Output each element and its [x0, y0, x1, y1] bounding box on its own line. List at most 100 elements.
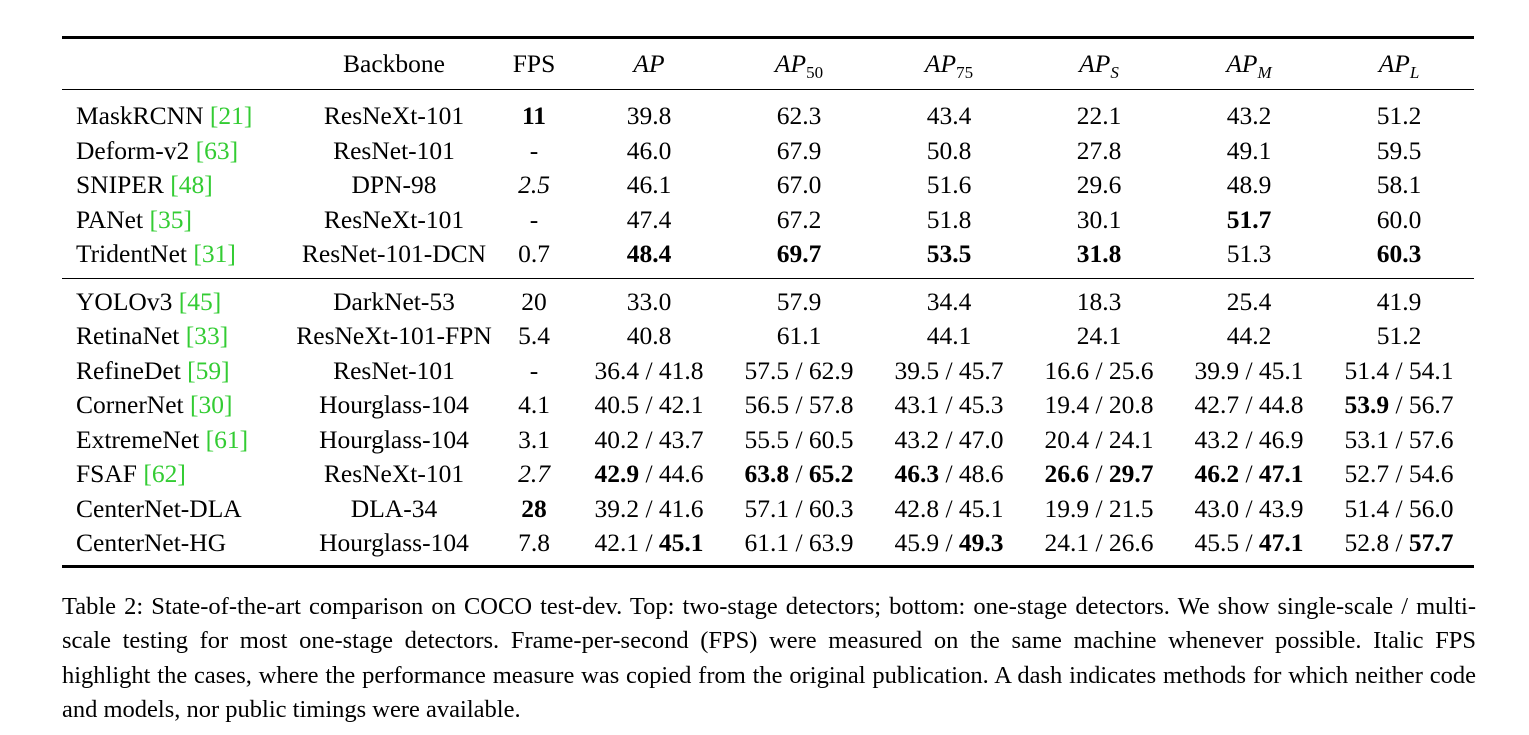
scale-separator: / — [789, 528, 809, 558]
apl-cell: 52.8 / 57.7 — [1324, 526, 1474, 568]
multi-scale-value: 48.6 — [958, 459, 1004, 489]
single-scale-value: 51.4 — [1344, 493, 1390, 523]
header-aps: APS — [1024, 36, 1174, 90]
multi-scale-value: 42.1 — [658, 390, 704, 420]
single-scale-value: 45.9 — [894, 528, 940, 558]
backbone-cell: DLA-34 — [350, 493, 438, 523]
multi-scale-value: 57.6 — [1408, 424, 1454, 454]
single-scale-value: 20.4 — [1044, 424, 1090, 454]
single-scale-value: 18.3 — [1076, 286, 1122, 316]
method-name: RetinaNet — [76, 321, 180, 351]
multi-scale-value: 45.7 — [958, 355, 1004, 385]
ap-cell: 40.2 / 43.7 — [574, 423, 724, 458]
scale-separator: / — [1239, 390, 1259, 420]
single-scale-value: 51.2 — [1376, 321, 1422, 351]
citation-link: [61] — [205, 424, 249, 454]
multi-scale-value: 41.8 — [658, 355, 704, 385]
single-scale-value: 48.4 — [626, 239, 672, 269]
aps-cell: 19.4 / 20.8 — [1024, 388, 1174, 423]
method-name: YOLOv3 — [76, 286, 173, 316]
single-scale-value: 42.8 — [894, 493, 940, 523]
single-scale-value: 40.8 — [626, 321, 672, 351]
single-scale-value: 49.1 — [1226, 135, 1272, 165]
citation-link: [33] — [185, 321, 229, 351]
table-header-row: Backbone FPS AP AP50 AP75 APS APM APL — [62, 36, 1474, 90]
fps-cell: - — [529, 135, 539, 165]
apm-cell: 48.9 — [1174, 168, 1324, 203]
single-scale-value: 46.2 — [1194, 459, 1240, 489]
apl-cell: 52.7 / 54.6 — [1324, 457, 1474, 492]
single-scale-value: 24.1 — [1076, 321, 1122, 351]
ap-cell: 36.4 / 41.8 — [574, 354, 724, 389]
table-row: TridentNet [31] ResNet-101-DCN 0.7 48.4 69.7… — [62, 237, 1474, 279]
scale-separator: / — [789, 424, 809, 454]
single-scale-value: 61.1 — [744, 528, 790, 558]
table-row: YOLOv3 [45] DarkNet-53 20 33.0 57.9 34.4 18.3 2… — [62, 278, 1474, 319]
single-scale-value: 45.5 — [1194, 528, 1240, 558]
multi-scale-value: 20.8 — [1108, 390, 1154, 420]
fps-cell: 2.5 — [518, 170, 550, 200]
single-scale-value: 46.0 — [626, 135, 672, 165]
ap50-cell: 57.1 / 60.3 — [724, 492, 874, 527]
coco-comparison-table: Backbone FPS AP AP50 AP75 APS APM APL Ma… — [62, 36, 1474, 568]
multi-scale-value: 24.1 — [1108, 424, 1154, 454]
apm-cell: 43.2 — [1174, 90, 1324, 134]
single-scale-value: 52.8 — [1344, 528, 1390, 558]
backbone-cell: ResNeXt-101 — [323, 101, 465, 131]
apl-cell: 60.3 — [1324, 237, 1474, 279]
multi-scale-value: 56.7 — [1408, 390, 1454, 420]
aps-cell: 16.6 / 25.6 — [1024, 354, 1174, 389]
scale-separator: / — [789, 493, 809, 523]
table-row: ExtremeNet [61] Hourglass-104 3.1 40.2 / 43… — [62, 423, 1474, 458]
table-row: PANet [35] ResNeXt-101 - 47.4 67.2 51.8 30.1 51… — [62, 203, 1474, 238]
scale-separator: / — [789, 390, 809, 420]
method-name: SNIPER — [76, 170, 164, 200]
single-scale-value: 58.1 — [1376, 170, 1422, 200]
single-scale-value: 50.8 — [926, 135, 972, 165]
fps-cell: 2.7 — [518, 459, 550, 489]
scale-separator: / — [1389, 355, 1409, 385]
backbone-cell: ResNeXt-101 — [323, 459, 465, 489]
single-scale-value: 57.9 — [776, 286, 822, 316]
aps-cell: 22.1 — [1024, 90, 1174, 134]
scale-separator: / — [1389, 390, 1409, 420]
table-row: RefineDet [59] ResNet-101-36.4 / 41.8 57.5… — [62, 354, 1474, 389]
single-scale-value: 16.6 — [1044, 355, 1090, 385]
backbone-cell: ResNeXt-101 — [323, 204, 465, 234]
single-scale-value: 44.2 — [1226, 321, 1272, 351]
single-scale-value: 60.0 — [1376, 204, 1422, 234]
scale-separator: / — [639, 459, 659, 489]
scale-separator: / — [639, 528, 659, 558]
method-cell: TridentNet [31] — [62, 237, 294, 279]
single-scale-value: 31.8 — [1076, 239, 1122, 269]
fps-cell: 11 — [521, 101, 547, 131]
single-scale-value: 61.1 — [776, 321, 822, 351]
multi-scale-value: 45.1 — [1258, 355, 1304, 385]
multi-scale-value: 45.1 — [958, 493, 1004, 523]
scale-separator: / — [939, 528, 959, 558]
multi-scale-value: 63.9 — [808, 528, 854, 558]
multi-scale-value: 26.6 — [1108, 528, 1154, 558]
one-stage-detectors-section: YOLOv3 [45] DarkNet-53 20 33.0 57.9 34.4 18.3 2… — [62, 278, 1474, 568]
table-row: MaskRCNN [21] ResNeXt-101 11 39.8 62.3 43.4 22… — [62, 90, 1474, 134]
ap50-cell: 61.1 — [724, 319, 874, 354]
header-ap: AP — [574, 36, 724, 90]
single-scale-value: 53.9 — [1344, 390, 1390, 420]
scale-separator: / — [1089, 390, 1109, 420]
apl-cell: 58.1 — [1324, 168, 1474, 203]
citation-link: [59] — [187, 355, 230, 385]
ap50-cell: 67.0 — [724, 168, 874, 203]
single-scale-value: 67.2 — [776, 204, 822, 234]
single-scale-value: 51.3 — [1226, 239, 1272, 269]
single-scale-value: 67.9 — [776, 135, 822, 165]
scale-separator: / — [1089, 424, 1109, 454]
ap50-cell: 63.8 / 65.2 — [724, 457, 874, 492]
multi-scale-value: 44.6 — [658, 459, 704, 489]
method-name: Deform-v2 — [76, 135, 190, 165]
method-name: RefineDet — [76, 355, 181, 385]
citation-link: [21] — [209, 101, 253, 131]
ap75-cell: 34.4 — [874, 278, 1024, 319]
single-scale-value: 57.1 — [744, 493, 790, 523]
citation-link: [30] — [190, 390, 233, 420]
ap75-cell: 51.6 — [874, 168, 1024, 203]
